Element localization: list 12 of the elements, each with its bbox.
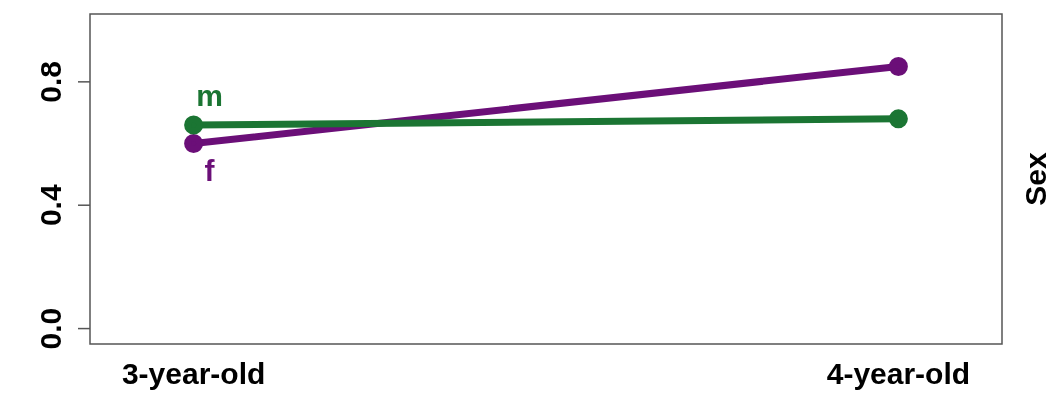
series-label: m xyxy=(196,79,223,113)
y-tick-label: 0.8 xyxy=(34,60,68,103)
x-tick-label: 3-year-old xyxy=(121,357,266,391)
x-tick-label: 4-year-old xyxy=(826,357,971,391)
legend-title: Sex xyxy=(1019,152,1046,206)
point xyxy=(184,134,204,154)
point xyxy=(184,115,204,135)
point xyxy=(888,109,908,129)
series-label: f xyxy=(204,153,216,187)
point xyxy=(888,56,908,76)
y-tick-label: 0.0 xyxy=(34,307,68,350)
y-tick-label: 0.4 xyxy=(34,184,68,227)
